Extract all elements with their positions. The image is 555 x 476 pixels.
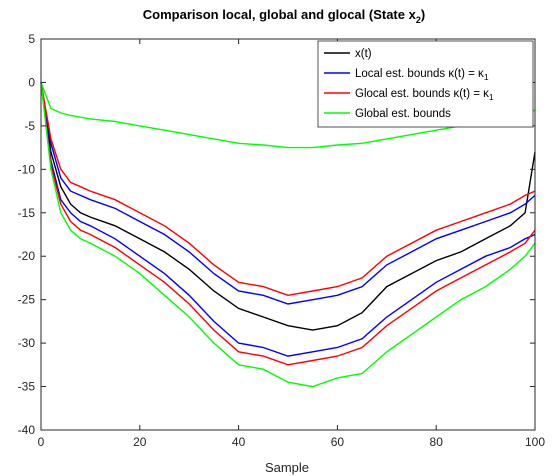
series-line-2: [40, 82, 536, 357]
y-tick-label: 0: [28, 75, 35, 89]
y-tick-label: -40: [18, 423, 36, 437]
y-tick-label: 5: [28, 32, 35, 46]
y-tick-label: -15: [18, 206, 36, 220]
x-tick-label: 0: [38, 435, 45, 449]
legend-box: [317, 40, 534, 128]
legend-entry-label: x(t): [355, 48, 372, 60]
series-line-6: [40, 82, 536, 388]
series-line-4: [40, 82, 536, 366]
series-line-3: [40, 82, 536, 297]
y-tick-label: -25: [18, 293, 36, 307]
x-tick-label: 100: [525, 435, 545, 449]
axes-box: [40, 38, 536, 431]
legend-entry-label: Global est. bounds: [355, 108, 451, 120]
chart-title: Comparison local, global and glocal (Sta…: [143, 7, 425, 25]
x-tick-label: 60: [331, 435, 345, 449]
legend-entry-label: Local est. bounds κ(t) = κ1: [355, 68, 489, 82]
x-tick-label: 20: [133, 435, 147, 449]
y-tick-label: -5: [24, 119, 35, 133]
legend-entry-label: Glocal est. bounds κ(t) = κ1: [355, 88, 494, 102]
x-axis-label: Sample: [265, 460, 309, 475]
x-tick-label: 40: [232, 435, 246, 449]
x-tick-label: 80: [430, 435, 444, 449]
y-tick-label: -20: [18, 249, 36, 263]
y-tick-label: -30: [18, 336, 36, 350]
series-line-0: [40, 82, 536, 331]
legend: x(t) Local est. bounds κ(t) = κ1 Glocal es…: [317, 40, 534, 128]
series-layer: [40, 82, 536, 388]
y-tick-label: -35: [18, 380, 36, 394]
series-line-1: [40, 82, 536, 305]
y-tick-label: -10: [18, 162, 36, 176]
